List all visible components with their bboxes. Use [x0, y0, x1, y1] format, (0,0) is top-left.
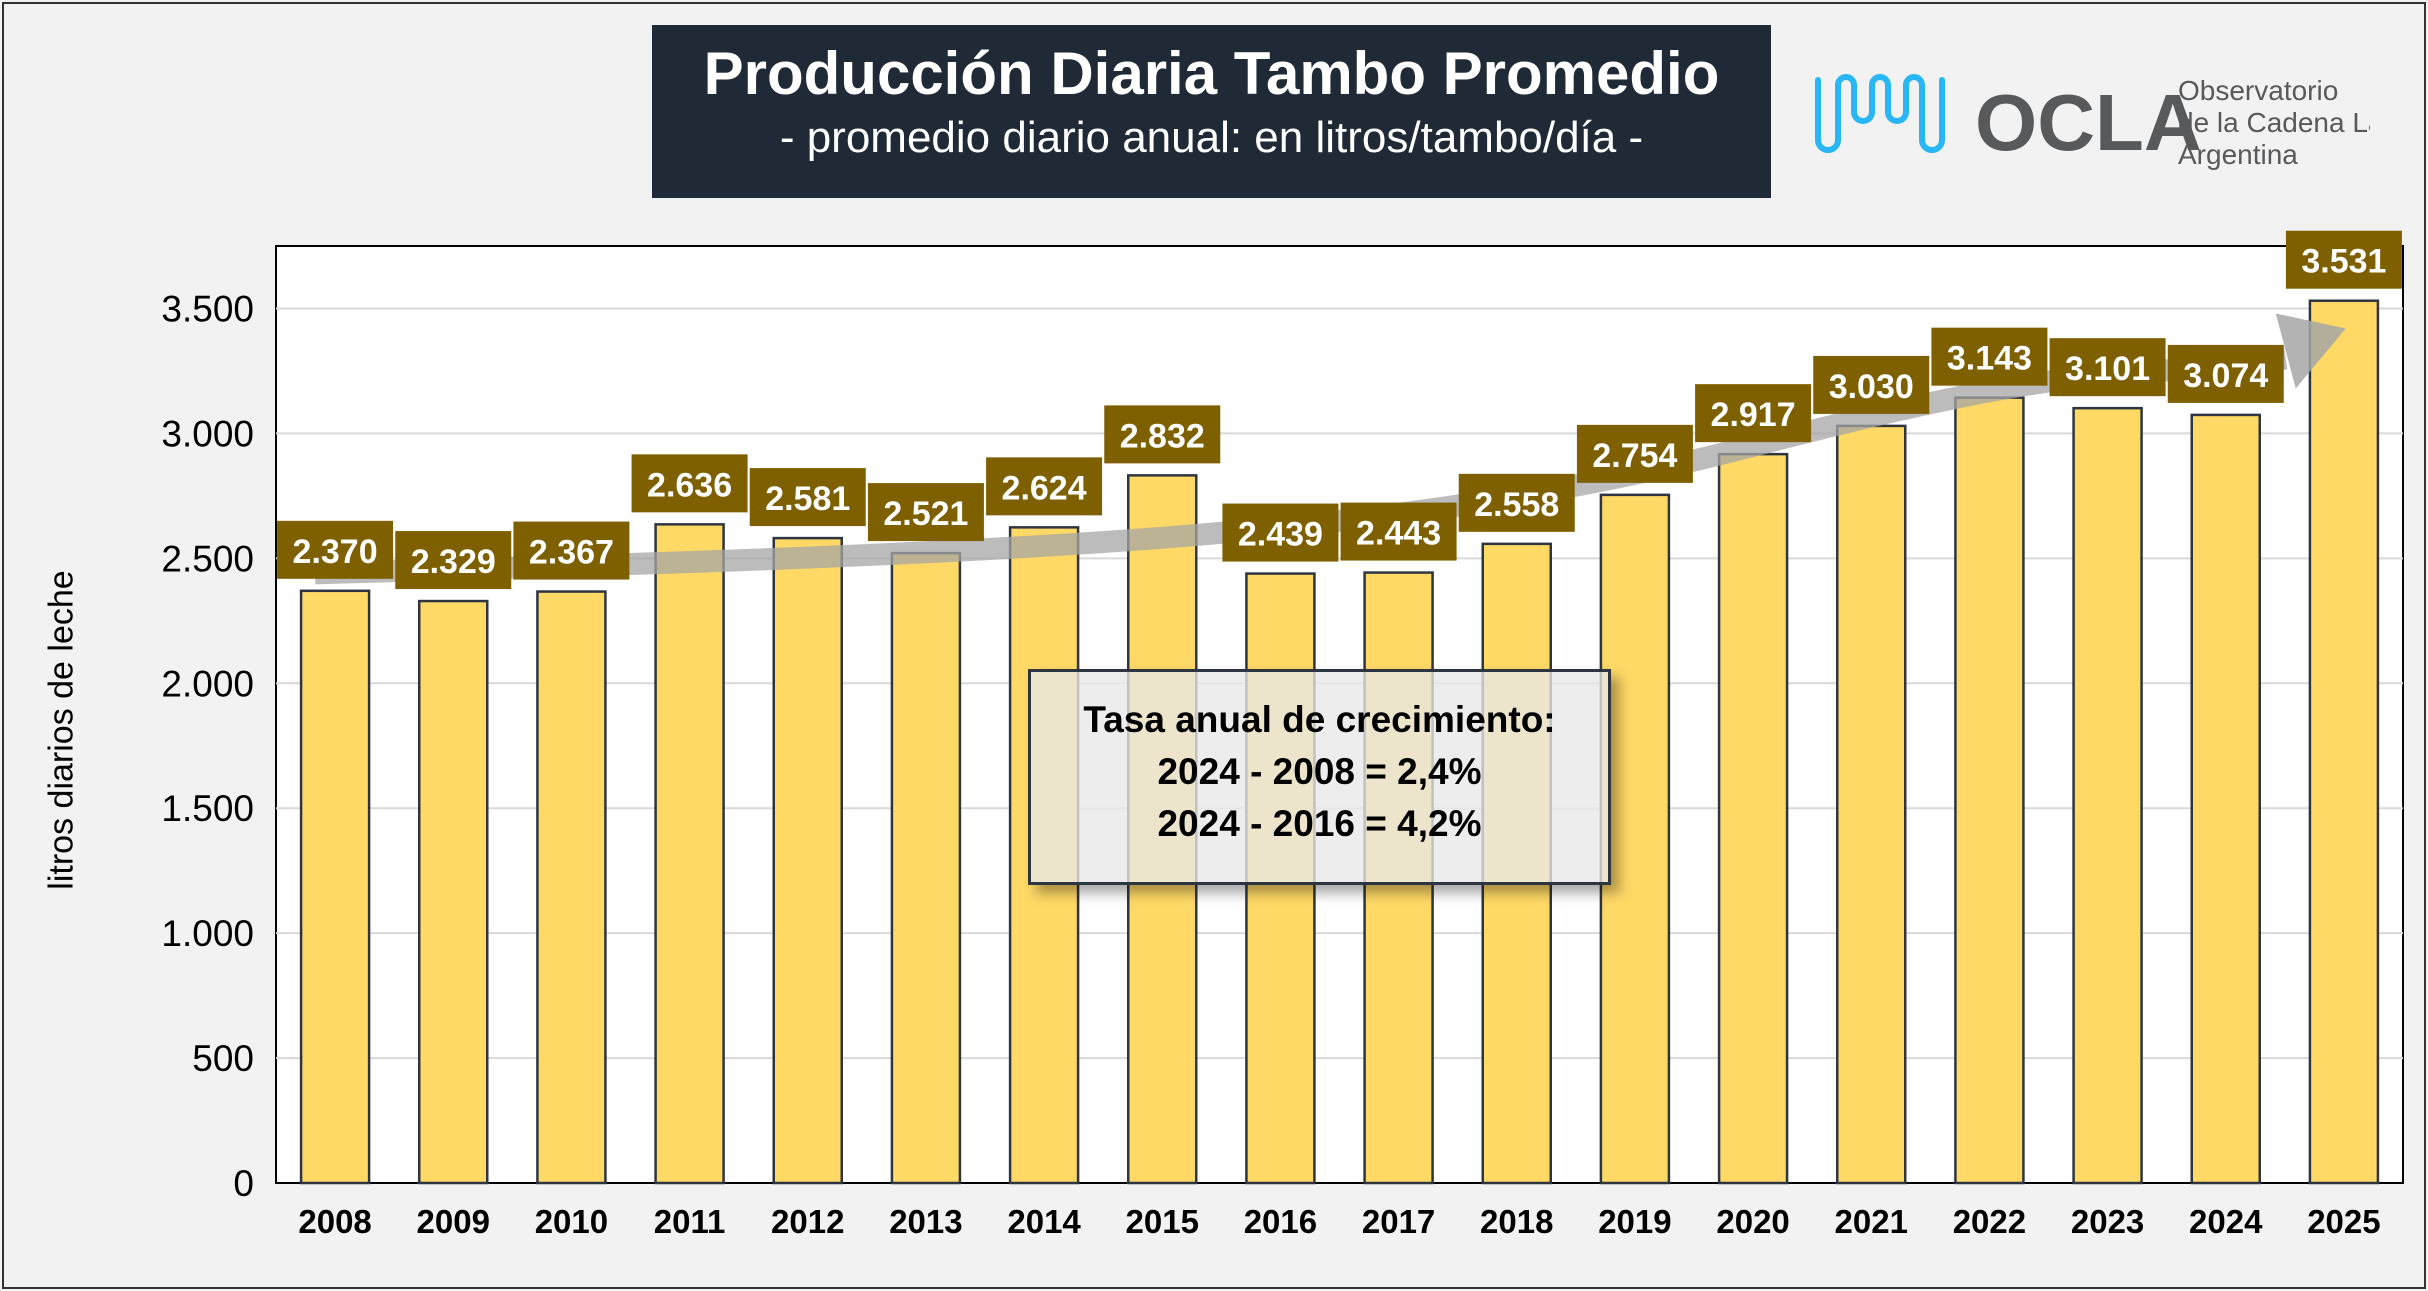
data-label: 3.030: [1829, 368, 1914, 406]
data-label: 2.581: [765, 480, 850, 518]
y-tick-label: 2.500: [161, 538, 254, 579]
bar-2010: [536, 590, 607, 1185]
data-label: 2.367: [529, 534, 614, 572]
data-label: 2.754: [1592, 437, 1677, 475]
x-tick-label: 2025: [2307, 1203, 2380, 1240]
y-tick-label: 2.000: [161, 663, 254, 704]
y-tick-label: 1.500: [161, 788, 254, 829]
data-label-box: [1695, 384, 1812, 443]
logo-line1: Observatorio: [2178, 75, 2338, 106]
data-label: 2.439: [1238, 516, 1323, 554]
data-label: 2.636: [647, 466, 732, 504]
note-line-2: 2024 - 2016 = 4,2%: [1157, 803, 1482, 844]
data-label-box: [1576, 424, 1693, 483]
data-label: 2.624: [1002, 469, 1087, 507]
data-label-box: [749, 468, 866, 527]
data-label-box: [277, 520, 394, 579]
note-line-1: 2024 - 2008 = 2,4%: [1157, 751, 1482, 792]
x-tick-label: 2012: [771, 1203, 844, 1240]
chart-title: Producción Diaria Tambo Promedio: [703, 40, 1720, 107]
bar-2011: [654, 523, 725, 1185]
x-tick-label: 2013: [889, 1203, 962, 1240]
x-tick-label: 2019: [1598, 1203, 1671, 1240]
bar-2020: [1717, 452, 1789, 1185]
trend-arrow-head: [2275, 313, 2346, 389]
x-tick-label: 2014: [1007, 1203, 1081, 1240]
chart-subtitle: - promedio diario anual: en litros/tambo…: [779, 113, 1644, 162]
y-tick-label: 0: [233, 1163, 254, 1204]
growth-rate-note: Tasa anual de crecimiento: 2024 - 2008 =…: [1028, 669, 1611, 885]
y-tick-label: 1.000: [161, 913, 254, 954]
x-tick-label: 2008: [298, 1203, 371, 1240]
x-tick-label: 2009: [417, 1203, 490, 1240]
bar-2025: [2308, 299, 2380, 1185]
ocla-logo: OCLA Observatorio de la Cadena Láctea Ar…: [1815, 74, 2370, 170]
data-label-box: [395, 531, 512, 590]
data-label: 2.917: [1711, 396, 1796, 434]
data-label-box: [1340, 502, 1457, 561]
data-label-box: [986, 457, 1103, 516]
data-label: 3.531: [2301, 243, 2386, 281]
data-label-box: [867, 483, 984, 542]
y-tick-label: 500: [192, 1038, 254, 1079]
data-label-box: [1104, 405, 1221, 464]
logo-wordmark: OCLA: [1975, 78, 2202, 167]
data-label: 2.832: [1120, 417, 1205, 455]
data-label-box: [513, 521, 630, 580]
x-tick-label: 2018: [1480, 1203, 1553, 1240]
x-tick-label: 2016: [1244, 1203, 1317, 1240]
x-tick-label: 2021: [1835, 1203, 1908, 1240]
bar-2021: [1836, 424, 1907, 1185]
bar-2013: [890, 551, 962, 1185]
x-tick-label: 2015: [1126, 1203, 1199, 1240]
data-label: 3.101: [2065, 350, 2150, 388]
data-label: 2.558: [1474, 486, 1559, 524]
data-label-box: [2285, 230, 2402, 289]
x-tick-label: 2020: [1716, 1203, 1789, 1240]
data-label-box: [2167, 344, 2284, 403]
bar-2023: [2072, 406, 2143, 1185]
data-label: 2.521: [883, 495, 968, 533]
x-tick-label: 2024: [2189, 1203, 2263, 1240]
bar-2024: [2190, 413, 2261, 1185]
bar-2012: [772, 536, 843, 1185]
x-tick-label: 2017: [1362, 1203, 1435, 1240]
bar-2019: [1599, 493, 1671, 1185]
data-label: 2.329: [411, 543, 496, 581]
data-label-box: [2049, 338, 2166, 397]
data-label-box: [1222, 503, 1339, 562]
data-label-box: [1458, 473, 1575, 532]
y-tick-label: 3.000: [161, 413, 254, 454]
bar-2009: [418, 599, 489, 1185]
y-tick-label: 3.500: [161, 288, 254, 329]
x-tick-label: 2022: [1953, 1203, 2026, 1240]
logo-line2: de la Cadena Láctea: [2178, 107, 2370, 138]
bar-2022: [1954, 396, 2025, 1185]
data-label: 2.443: [1356, 515, 1441, 553]
data-label-box: [1931, 327, 2048, 386]
data-label: 2.370: [293, 533, 378, 571]
bar-2008: [299, 589, 371, 1185]
logo-line3: Argentina: [2178, 139, 2298, 170]
data-label-box: [631, 454, 748, 513]
title-box: Producción Diaria Tambo Promedio - prome…: [652, 25, 1771, 198]
x-tick-label: 2011: [654, 1203, 726, 1240]
note-heading: Tasa anual de crecimiento:: [1083, 699, 1556, 740]
data-label: 3.143: [1947, 340, 2032, 378]
data-label-box: [1813, 355, 1930, 414]
data-label: 3.074: [2183, 357, 2268, 395]
x-tick-label: 2010: [535, 1203, 608, 1240]
x-tick-label: 2023: [2071, 1203, 2144, 1240]
